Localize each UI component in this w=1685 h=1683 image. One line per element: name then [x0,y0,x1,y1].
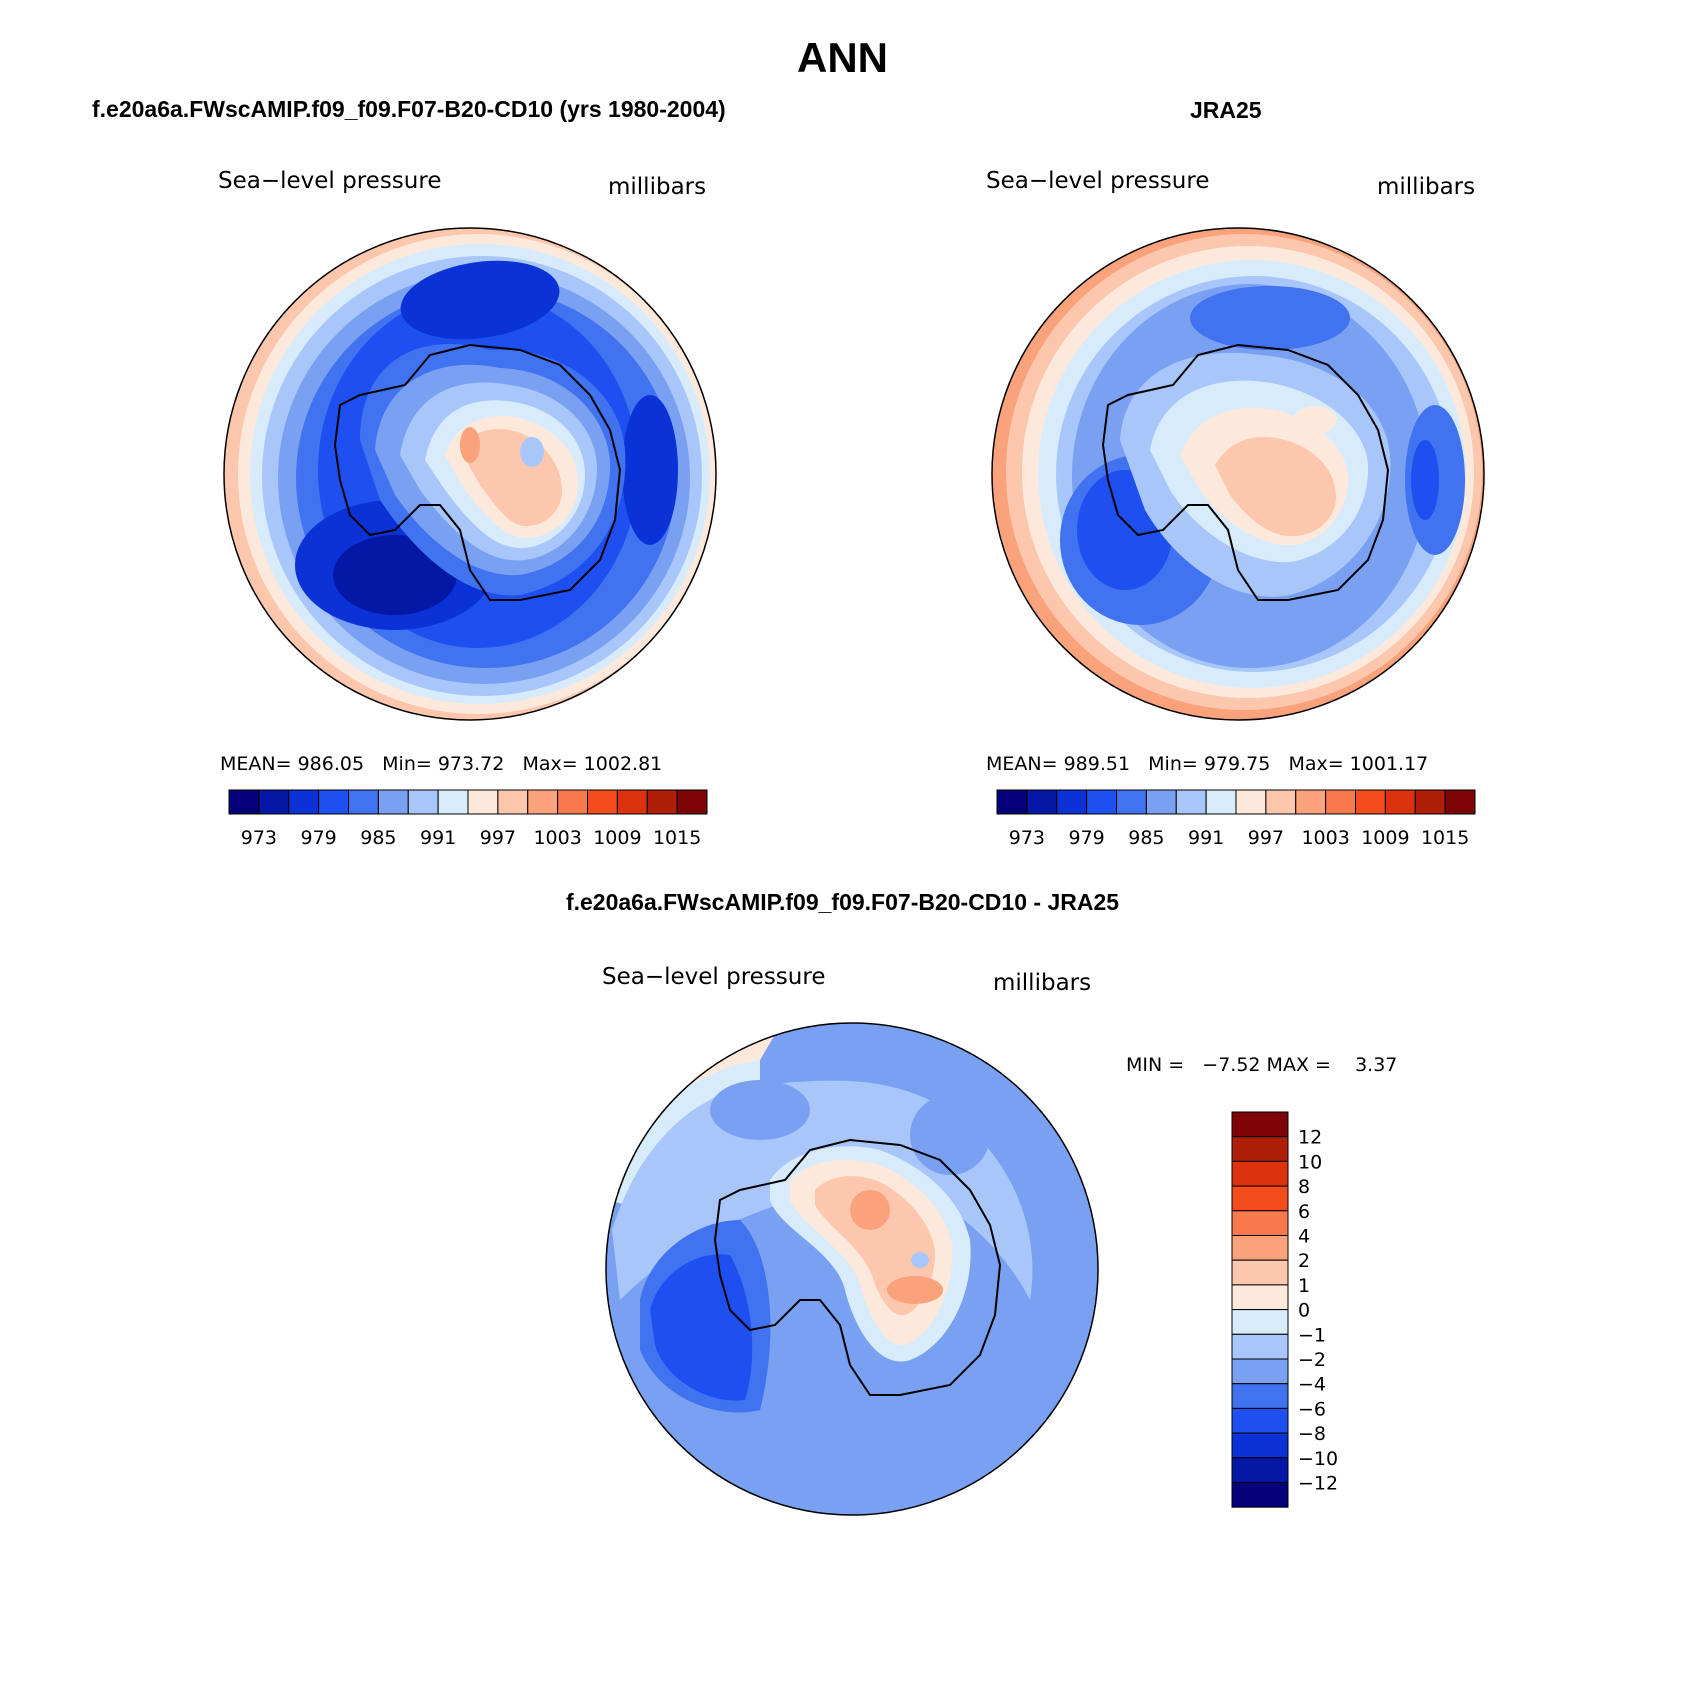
diff-colorbar-tick-label: 4 [1298,1226,1310,1248]
obs-units-label: millibars [1377,174,1476,200]
obs-colorbar: 973 979 985 991 997 1003 1009 1015 [996,789,1476,849]
diff-colorbar-tick-label: 8 [1298,1176,1310,1198]
diff-colorbar-swatch [1231,1259,1289,1286]
model-colorbar-swatch [288,789,320,815]
model-colorbar: 973 979 985 991 997 1003 1009 1015 [228,789,708,849]
diff-colorbar-tick-label: −6 [1298,1398,1326,1420]
obs-panel-title: JRA25 [1190,97,1262,123]
obs-colorbar-swatch [1175,789,1207,815]
diff-colorbar-swatch [1231,1235,1289,1261]
model-colorbar-tick-label: 1015 [653,827,701,849]
diff-colorbar-swatch [1231,1457,1289,1484]
obs-colorbar-tick-label: 973 [1009,827,1045,849]
obs-colorbar-swatch [1116,789,1147,815]
model-colorbar-swatch [497,789,529,815]
diff-units-label: millibars [993,970,1092,996]
diff-colorbar-tick-label: −12 [1298,1473,1338,1495]
model-colorbar-swatch [228,789,260,815]
model-colorbar-swatch [258,789,290,815]
model-colorbar-swatch [377,789,409,815]
diff-colorbar-swatch [1231,1482,1289,1508]
obs-colorbar-swatch [1325,789,1356,815]
diff-colorbar-swatch [1231,1383,1289,1409]
diff-colorbar-tick-label: −4 [1298,1374,1326,1396]
model-colorbar-swatch [587,789,618,815]
obs-colorbar-tick-label: 991 [1188,827,1224,849]
model-colorbar-swatch [646,789,678,815]
obs-colorbar-swatch [1295,789,1327,815]
diff-colorbar-swatch [1231,1432,1289,1459]
diff-colorbar-swatch [1231,1333,1289,1360]
diff-colorbar-tick-label: 2 [1298,1250,1310,1272]
diff-colorbar-tick-label: 6 [1298,1201,1310,1223]
model-colorbar-swatch [616,789,648,815]
diff-colorbar-tick-label: 12 [1298,1127,1322,1149]
diff-colorbar-swatch [1231,1185,1289,1212]
figure-title: ANN [797,34,888,81]
diff-stats: MIN = −7.52 MAX = 3.37 [1126,1054,1398,1076]
obs-colorbar-swatch [1145,789,1177,815]
model-colorbar-swatch [557,789,588,815]
diff-colorbar-swatch [1231,1284,1289,1311]
obs-colorbar-swatch [1026,789,1058,815]
model-colorbar-tick-label: 973 [241,827,277,849]
model-units-label: millibars [608,174,707,200]
model-stats: MEAN= 986.05 Min= 973.72 Max= 1002.81 [220,753,663,775]
diff-colorbar-swatch [1231,1358,1289,1385]
obs-colorbar-tick-label: 979 [1068,827,1104,849]
diff-colorbar-swatch [1231,1210,1289,1237]
model-colorbar-swatch [407,789,439,815]
model-colorbar-swatch [348,789,379,815]
obs-colorbar-tick-label: 985 [1128,827,1164,849]
obs-colorbar-tick-label: 1015 [1421,827,1469,849]
model-colorbar-tick-label: 1009 [593,827,641,849]
obs-variable-label: Sea−level pressure [986,168,1210,194]
model-colorbar-tick-label: 979 [300,827,336,849]
diff-colorbar-swatch [1231,1309,1289,1335]
model-colorbar-swatch [437,789,469,815]
diff-panel-title: f.e20a6a.FWscAMIP.f09_f09.F07-B20-CD10 -… [565,889,1120,915]
diff-colorbar-tick-label: 1 [1298,1275,1310,1297]
obs-colorbar-swatch [1355,789,1386,815]
obs-colorbar-swatch [1414,789,1446,815]
obs-colorbar-swatch [1384,789,1416,815]
diff-colorbar-swatch [1231,1111,1289,1138]
model-colorbar-swatch [527,789,559,815]
obs-polar-map [992,228,1484,720]
obs-colorbar-swatch [1205,789,1237,815]
model-colorbar-tick-label: 991 [420,827,456,849]
diff-colorbar-swatch [1231,1136,1289,1162]
obs-colorbar-swatch [1086,789,1117,815]
diff-colorbar-tick-label: −10 [1298,1448,1338,1470]
obs-colorbar-tick-label: 1003 [1301,827,1349,849]
diff-variable-label: Sea−level pressure [602,964,826,990]
obs-colorbar-swatch [1444,789,1476,815]
diff-colorbar-tick-label: 0 [1298,1300,1310,1322]
model-colorbar-swatch [467,789,499,815]
obs-colorbar-tick-label: 1009 [1361,827,1409,849]
model-polar-map [224,228,716,720]
model-variable-label: Sea−level pressure [218,168,442,194]
diff-colorbar-tick-label: −8 [1298,1423,1326,1445]
model-colorbar-swatch [676,789,708,815]
model-colorbar-tick-label: 985 [360,827,396,849]
model-colorbar-tick-label: 997 [480,827,516,849]
diff-polar-map [606,1023,1098,1515]
model-colorbar-tick-label: 1003 [533,827,581,849]
obs-colorbar-tick-label: 997 [1248,827,1284,849]
model-panel-title: f.e20a6a.FWscAMIP.f09_f09.F07-B20-CD10 (… [92,96,726,122]
obs-colorbar-swatch [996,789,1028,815]
diff-colorbar-swatch [1231,1407,1289,1434]
obs-colorbar-swatch [1235,789,1267,815]
obs-stats: MEAN= 989.51 Min= 979.75 Max= 1001.17 [986,753,1429,775]
obs-colorbar-swatch [1056,789,1088,815]
diff-colorbar-tick-label: −2 [1298,1349,1326,1371]
model-colorbar-swatch [318,789,349,815]
diff-colorbar-swatch [1231,1160,1289,1187]
obs-colorbar-swatch [1265,789,1297,815]
diff-colorbar-tick-label: 10 [1298,1151,1322,1173]
diff-colorbar-tick-label: −1 [1298,1324,1326,1346]
